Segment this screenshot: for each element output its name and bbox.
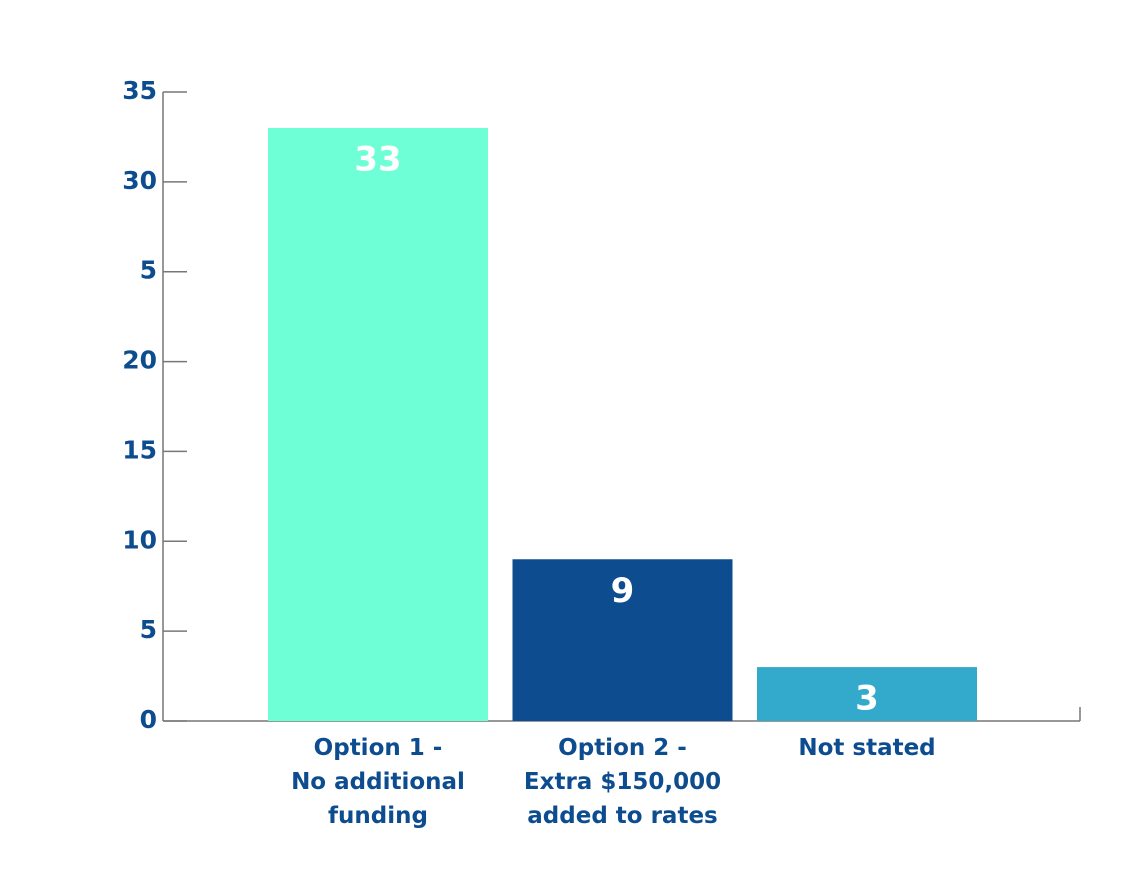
y-tick-label: 15: [122, 435, 157, 464]
bar: [757, 667, 977, 721]
value-label: 9: [611, 571, 635, 611]
y-tick-label: 35: [122, 76, 157, 105]
y-tick-label: 30: [122, 166, 157, 195]
y-tick-label: 20: [122, 346, 157, 375]
x-tick-label: Option 2 - Extra $150,000 added to rates: [523, 735, 722, 829]
y-tick-label: 5: [140, 256, 157, 285]
y-tick-label: 5: [140, 615, 157, 644]
bar: [268, 127, 488, 721]
y-tick-label: 0: [140, 705, 157, 734]
x-tick-label: Not stated: [798, 735, 936, 761]
value-label: 33: [354, 139, 401, 179]
value-label: 3: [855, 679, 879, 719]
bar: [512, 559, 733, 721]
y-tick-label: 10: [122, 525, 157, 554]
x-tick-label: Option 1 - No additional funding: [291, 735, 465, 829]
